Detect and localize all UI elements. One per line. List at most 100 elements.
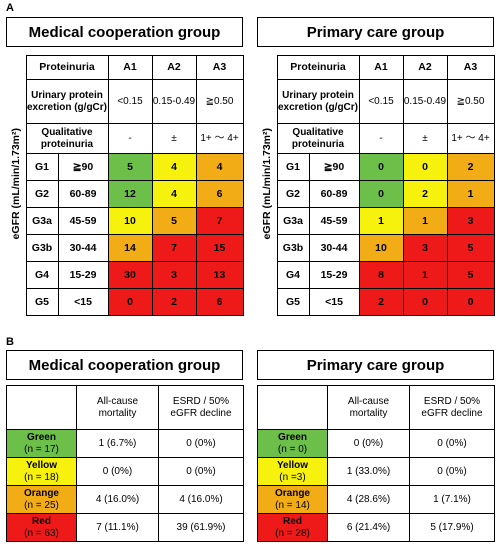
category-cell-yellow: Yellow (n = 18) [6,457,77,486]
count-cell: 6 [195,180,244,208]
count-cell: 2 [358,288,404,316]
category-n: (n = 25) [24,499,59,511]
category-n: (n =3) [279,471,306,483]
egfr-axis: eGFR (mL/min/1.73m²) [257,55,278,316]
urinary-a3: ≧0.50 [195,79,244,124]
count-cell: 5 [446,234,495,262]
panel-a-label: A [6,2,14,14]
count-cell: 2 [446,153,495,181]
range-cell: ≧90 [57,153,109,181]
qual-a1: - [107,123,153,154]
count-cell: 1 [402,261,448,289]
egfr-axis-label: eGFR (mL/min/1.73m²) [260,128,273,240]
urinary-a3: ≧0.50 [446,79,495,124]
corner-cell [257,385,328,430]
panel-a-medical-table: eGFR (mL/min/1.73m²) Proteinuria A1 A2 A… [6,55,244,316]
grade-cell: G5 [25,288,59,316]
egfr-axis: eGFR (mL/min/1.73m²) [6,55,27,316]
category-cell-green: Green (n = 17) [6,429,77,458]
category-name: Orange [23,488,59,499]
category-cell-red: Red (n = 63) [6,513,77,542]
count-cell: 4 [151,180,197,208]
panel-a-primary-table: eGFR (mL/min/1.73m²) Proteinuria A1 A2 A… [257,55,495,316]
esrd-cell: 39 (61.9%) [158,513,244,542]
count-cell: 30 [107,261,153,289]
count-cell: 6 [195,288,244,316]
qual-a2: ± [151,123,197,154]
count-cell: 8 [358,261,404,289]
panel-a-primary-title: Primary care group [257,17,494,47]
urinary-protein-label: Urinary protein excretion (g/gCr) [25,79,109,124]
count-cell: 7 [151,234,197,262]
count-cell: 3 [446,207,495,235]
count-cell: 5 [446,261,495,289]
category-n: (n = 28) [275,527,310,539]
count-cell: 0 [358,153,404,181]
category-name: Yellow [25,460,58,471]
count-cell: 10 [358,234,404,262]
count-cell: 2 [151,288,197,316]
count-cell: 12 [107,180,153,208]
range-cell: ≧90 [308,153,360,181]
grade-cell: G5 [276,288,310,316]
range-cell: 30-44 [57,234,109,262]
col-a2-header: A2 [402,55,448,80]
panel-b-primary-title: Primary care group [257,350,494,380]
mortality-cell: 1 (6.7%) [76,429,159,458]
col-a3-header: A3 [195,55,244,80]
esrd-header: ESRD / 50% eGFR decline [158,385,244,430]
count-cell: 1 [446,180,495,208]
category-cell-orange: Orange (n = 25) [6,485,77,514]
panel-b-label: B [6,336,14,348]
category-cell-red: Red (n = 28) [257,513,328,542]
col-a2-header: A2 [151,55,197,80]
qual-a3: 1+ ～ 4+ [446,123,495,154]
count-cell: 0 [107,288,153,316]
mortality-header: All-cause mortality [327,385,410,430]
esrd-header: ESRD / 50% eGFR decline [409,385,495,430]
count-cell: 13 [195,261,244,289]
qualitative-label: Qualitative proteinuria [276,123,360,154]
category-cell-green: Green (n = 0) [257,429,328,458]
mortality-cell: 4 (28.6%) [327,485,410,514]
category-cell-yellow: Yellow (n =3) [257,457,328,486]
col-a3-header: A3 [446,55,495,80]
category-name: Orange [274,488,310,499]
grade-cell: G3a [276,207,310,235]
count-cell: 3 [402,234,448,262]
count-cell: 7 [195,207,244,235]
esrd-cell: 0 (0%) [409,429,495,458]
category-cell-orange: Orange (n = 14) [257,485,328,514]
count-cell: 4 [151,153,197,181]
grade-cell: G3b [25,234,59,262]
esrd-cell: 4 (16.0%) [158,485,244,514]
qualitative-label: Qualitative proteinuria [25,123,109,154]
count-cell: 5 [151,207,197,235]
esrd-cell: 0 (0%) [409,457,495,486]
range-cell: 60-89 [57,180,109,208]
mortality-cell: 0 (0%) [76,457,159,486]
urinary-a2: 0.15-0.49 [151,79,197,124]
mortality-cell: 0 (0%) [327,429,410,458]
grade-cell: G2 [25,180,59,208]
range-cell: 45-59 [308,207,360,235]
category-n: (n = 14) [275,499,310,511]
range-cell: 45-59 [57,207,109,235]
urinary-a1: <0.15 [358,79,404,124]
proteinuria-header: Proteinuria [276,55,360,80]
category-name: Yellow [276,460,309,471]
count-cell: 3 [151,261,197,289]
count-cell: 0 [358,180,404,208]
range-cell: 15-29 [308,261,360,289]
qual-a2: ± [402,123,448,154]
urinary-protein-label: Urinary protein excretion (g/gCr) [276,79,360,124]
qual-a1: - [358,123,404,154]
range-cell: <15 [57,288,109,316]
mortality-cell: 1 (33.0%) [327,457,410,486]
grade-cell: G3b [276,234,310,262]
panel-b-medical-title: Medical cooperation group [6,350,243,380]
count-cell: 0 [446,288,495,316]
esrd-cell: 0 (0%) [158,429,244,458]
qual-a3: 1+ ～ 4+ [195,123,244,154]
count-cell: 10 [107,207,153,235]
